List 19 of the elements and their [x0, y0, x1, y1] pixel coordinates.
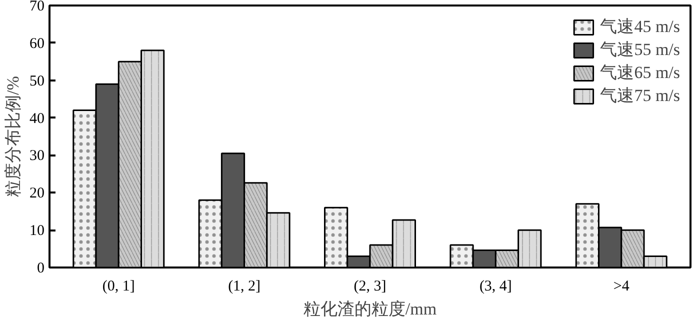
x-tick-label: (3, 4] — [479, 278, 512, 294]
legend-label: 气速65 m/s — [600, 62, 680, 84]
y-tick-label: 60 — [30, 36, 44, 52]
x-axis-title: 粒化渣的粒度/mm — [303, 300, 437, 318]
y-tick-label: 20 — [30, 186, 44, 202]
y-tick-label: 30 — [30, 148, 44, 164]
legend-label: 气速45 m/s — [600, 16, 680, 38]
legend-label: 气速75 m/s — [600, 85, 680, 107]
y-tick-label: 40 — [30, 110, 44, 127]
y-tick-label: 70 — [30, 0, 44, 14]
y-tick-label: 0 — [37, 260, 44, 276]
y-tick-label: 10 — [30, 223, 44, 240]
y-axis-title: 粒度分布比例/% — [4, 76, 22, 197]
y-tick-label: 50 — [30, 73, 44, 90]
legend-label: 气速55 m/s — [600, 39, 680, 61]
x-tick-label: (1, 2] — [228, 278, 261, 294]
x-tick-label: >4 — [613, 278, 630, 294]
x-tick-label: (0, 1] — [102, 278, 135, 294]
x-tick-label: (2, 3] — [354, 278, 386, 294]
